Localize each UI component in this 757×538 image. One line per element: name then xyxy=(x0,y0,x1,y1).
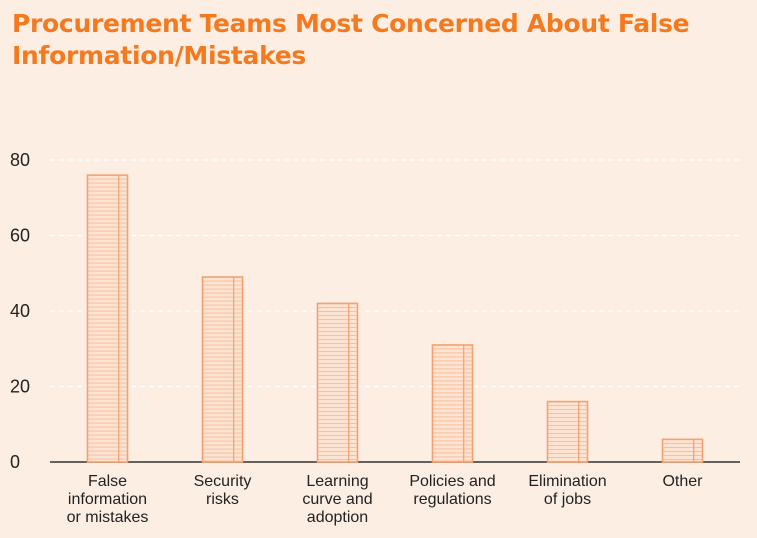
x-category-label: Policies and regulations xyxy=(409,473,495,508)
bar xyxy=(661,438,704,463)
bar xyxy=(86,174,129,463)
y-tick-label: 40 xyxy=(10,301,30,321)
y-tick-label: 80 xyxy=(10,150,30,170)
bar xyxy=(431,344,474,463)
bar-body xyxy=(546,400,589,463)
bar-body xyxy=(201,276,244,463)
bar xyxy=(316,302,359,463)
bar xyxy=(201,276,244,463)
bar-body xyxy=(431,344,474,463)
x-category-label: Learning curve and adoption xyxy=(302,473,372,526)
chart-title: Procurement Teams Most Concerned About F… xyxy=(12,9,690,70)
bar xyxy=(546,400,589,463)
x-category-label: Other xyxy=(662,473,703,490)
bar-body xyxy=(661,438,704,463)
y-tick-label: 60 xyxy=(10,226,30,246)
x-category-label: Elimination of jobs xyxy=(528,473,606,508)
x-category-label: False information or mistakes xyxy=(67,473,149,526)
y-tick-label: 20 xyxy=(10,377,30,397)
x-category-label: Security risks xyxy=(194,473,252,508)
y-tick-label: 0 xyxy=(10,452,20,472)
